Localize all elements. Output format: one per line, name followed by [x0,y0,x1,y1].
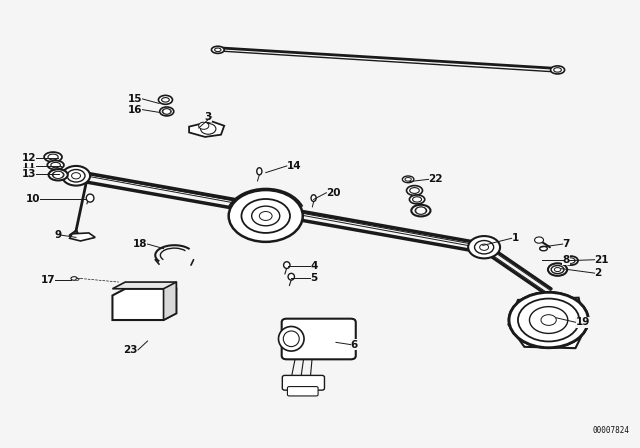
Ellipse shape [44,152,62,162]
Text: 19: 19 [575,317,590,327]
Text: 23: 23 [124,345,138,355]
Ellipse shape [76,279,79,280]
Text: 8: 8 [563,255,570,265]
Ellipse shape [415,207,427,214]
Ellipse shape [48,154,58,160]
Text: 20: 20 [326,188,341,198]
Ellipse shape [288,273,294,280]
Circle shape [67,169,85,182]
Ellipse shape [49,169,68,181]
Circle shape [468,236,500,258]
Ellipse shape [412,205,431,216]
Circle shape [259,211,272,220]
Circle shape [529,306,568,333]
Ellipse shape [554,267,561,271]
Ellipse shape [52,172,64,178]
Circle shape [529,306,568,333]
Circle shape [62,166,90,185]
Ellipse shape [540,246,547,251]
Text: 00007824: 00007824 [593,426,630,435]
FancyBboxPatch shape [287,387,318,396]
Text: 22: 22 [429,174,443,184]
Circle shape [509,293,588,348]
Ellipse shape [51,162,60,168]
Ellipse shape [406,185,422,195]
Circle shape [518,298,579,341]
Ellipse shape [257,168,262,175]
Text: 11: 11 [21,161,36,171]
Ellipse shape [405,177,412,181]
Text: 15: 15 [128,94,143,104]
Circle shape [416,207,426,214]
Circle shape [200,124,216,134]
Text: 5: 5 [310,272,317,283]
Ellipse shape [47,160,64,169]
Text: 2: 2 [595,268,602,278]
Ellipse shape [159,95,173,104]
Text: 3: 3 [204,112,211,122]
Circle shape [72,172,81,179]
Polygon shape [189,121,224,137]
Ellipse shape [311,195,316,202]
FancyBboxPatch shape [282,375,324,390]
Polygon shape [113,282,176,289]
Text: 9: 9 [54,230,61,240]
Ellipse shape [410,195,425,204]
Ellipse shape [567,258,575,263]
Ellipse shape [160,107,173,116]
Circle shape [198,122,209,129]
Circle shape [228,190,303,242]
Ellipse shape [163,109,172,114]
Circle shape [518,298,579,341]
Ellipse shape [548,263,567,276]
Ellipse shape [554,68,561,72]
Text: 17: 17 [40,275,55,285]
Text: 18: 18 [133,239,148,249]
FancyBboxPatch shape [282,319,356,359]
Ellipse shape [564,256,578,265]
Ellipse shape [284,331,300,347]
Circle shape [541,314,556,325]
Text: 12: 12 [21,153,36,163]
Ellipse shape [284,262,290,268]
Circle shape [474,241,493,254]
Text: 10: 10 [26,194,40,204]
Ellipse shape [162,98,170,102]
Text: 1: 1 [511,233,519,243]
Circle shape [53,171,63,178]
Ellipse shape [211,46,224,53]
Text: 21: 21 [595,255,609,265]
Circle shape [541,314,556,325]
Circle shape [567,258,575,263]
Circle shape [509,293,588,348]
Polygon shape [70,233,95,241]
Circle shape [534,237,543,243]
Polygon shape [164,282,176,320]
Polygon shape [508,297,585,348]
Text: 7: 7 [563,239,570,249]
Ellipse shape [214,48,221,52]
Circle shape [241,199,290,233]
Ellipse shape [278,327,304,351]
Text: 14: 14 [287,161,301,171]
Text: 6: 6 [351,340,358,349]
Ellipse shape [410,188,419,194]
Circle shape [479,244,488,250]
Ellipse shape [71,277,77,280]
Ellipse shape [86,194,94,202]
Text: 4: 4 [310,262,318,271]
Ellipse shape [403,176,414,183]
Ellipse shape [551,266,564,274]
Text: 16: 16 [128,105,143,115]
Ellipse shape [550,66,564,74]
Polygon shape [113,289,176,320]
Text: 13: 13 [21,169,36,179]
Circle shape [163,109,171,114]
Ellipse shape [413,197,422,202]
Circle shape [252,206,280,226]
